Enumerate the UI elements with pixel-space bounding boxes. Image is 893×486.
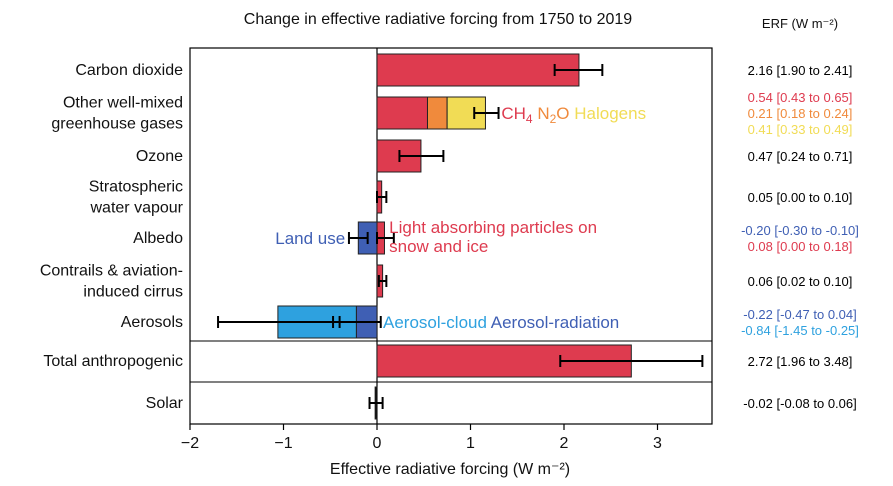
annotation-label: Light absorbing particles on xyxy=(389,218,597,237)
x-tick-label: 2 xyxy=(560,435,569,452)
category-label: Ozone xyxy=(136,148,183,165)
plot-frame xyxy=(189,47,713,425)
x-tick-label: −1 xyxy=(274,435,292,452)
annotation-part: Aerosol-radiation xyxy=(487,313,619,332)
category-label: Contrails & aviation- xyxy=(40,263,183,280)
annotation-part: N xyxy=(533,104,550,123)
annotation-part: 2 xyxy=(550,112,557,126)
x-tick-label: 3 xyxy=(653,435,662,452)
annotation-part: 4 xyxy=(526,112,533,126)
erf-value: 0.41 [0.33 to 0.49] xyxy=(748,122,853,137)
chart-title: Change in effective radiative forcing fr… xyxy=(244,11,632,28)
x-tick-label: −2 xyxy=(181,435,199,452)
category-label: Total anthropogenic xyxy=(43,353,183,370)
erf-value: -0.20 [-0.30 to -0.10] xyxy=(741,223,859,238)
erf-value: 0.05 [0.00 to 0.10] xyxy=(748,190,853,205)
x-tick-label: 1 xyxy=(466,435,475,452)
category-label: greenhouse gases xyxy=(51,116,183,133)
erf-value: 0.54 [0.43 to 0.65] xyxy=(748,90,853,105)
annotation-label: snow and ice xyxy=(389,237,488,256)
erf-column-header: ERF (W m⁻²) xyxy=(762,16,838,31)
annotation-label: Aerosol-cloud Aerosol-radiation xyxy=(383,313,619,332)
erf-value: 0.21 [0.18 to 0.24] xyxy=(748,106,853,121)
category-label: induced cirrus xyxy=(83,284,183,301)
erf-value: -0.22 [-0.47 to 0.04] xyxy=(743,307,856,322)
category-label: Other well-mixed xyxy=(63,95,183,112)
erf-value: -0.02 [-0.08 to 0.06] xyxy=(743,396,856,411)
erf-value: 0.08 [0.00 to 0.18] xyxy=(748,239,853,254)
annotation-part: Aerosol-cloud xyxy=(383,313,487,332)
annotation-part: Halogens xyxy=(570,104,647,123)
bar-segment xyxy=(376,53,580,87)
erf-value: 2.72 [1.96 to 3.48] xyxy=(748,354,853,369)
annotation-part: O xyxy=(556,104,569,123)
category-label: Stratospheric xyxy=(89,179,183,196)
bar-segment xyxy=(376,96,428,130)
plot-area: −2 −1 0 1 2 3 Carbon dioxide 2.16 [1.90 to 2.41… xyxy=(40,47,859,452)
erf-value: 0.47 [0.24 to 0.71] xyxy=(748,149,853,164)
annotation-label: Land use xyxy=(275,229,345,248)
x-tick-label: 0 xyxy=(373,435,382,452)
erf-value: 2.16 [1.90 to 2.41] xyxy=(748,63,853,78)
annotation-label: CH4 N2O Halogens xyxy=(501,104,646,126)
erf-value: 0.06 [0.02 to 0.10] xyxy=(748,274,853,289)
erf-value: -0.84 [-1.45 to -0.25] xyxy=(741,323,859,338)
category-label: Carbon dioxide xyxy=(75,62,183,79)
x-axis-label: Effective radiative forcing (W m⁻²) xyxy=(330,461,570,478)
category-label: Solar xyxy=(146,395,184,412)
category-label: Albedo xyxy=(133,230,183,247)
category-label: water vapour xyxy=(90,200,184,217)
bar-segment xyxy=(426,96,448,130)
annotation-part: CH xyxy=(501,104,526,123)
category-label: Aerosols xyxy=(121,314,183,331)
